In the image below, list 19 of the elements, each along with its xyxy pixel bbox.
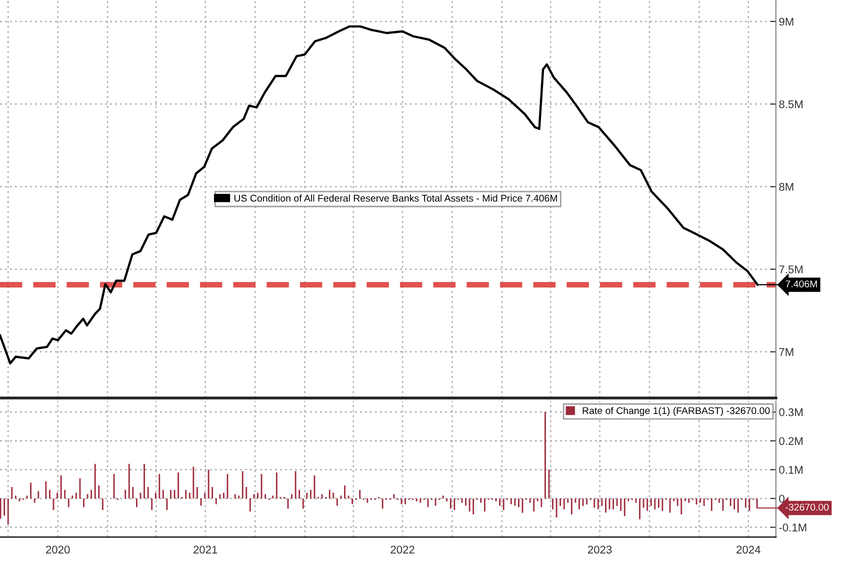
y-tick-label: 0.3M [779, 408, 802, 416]
y-tick-label: 0.1M [779, 466, 802, 474]
x-tick-label: 2021 [194, 546, 218, 554]
y-tick-label: 7.5M [779, 266, 802, 274]
x-tick-label: 2020 [46, 546, 70, 554]
x-tick-label: 2024 [736, 546, 760, 554]
y-tick-label: 8.5M [779, 100, 802, 108]
y-tick-label: 7M [779, 348, 794, 356]
x-tick-label: 2022 [390, 546, 414, 554]
annotation: -32670.00 [786, 504, 829, 511]
y-tick-label: 0.2M [779, 437, 802, 445]
annotation: 7.406M [786, 280, 817, 288]
legend-label: US Condition of All Federal Reserve Banks Total Assets - Mid Price 7.406M [234, 194, 557, 202]
y-tick-label: -0.1M [779, 524, 806, 532]
y-tick-label: 9M [779, 18, 794, 26]
legend-label: Rate of Change 1(1) (FARBAST) -32670.00 [582, 406, 770, 416]
y-tick-label: 8M [779, 182, 794, 191]
y-tick-label: 0 [779, 494, 784, 503]
x-tick-label: 2023 [588, 546, 612, 554]
